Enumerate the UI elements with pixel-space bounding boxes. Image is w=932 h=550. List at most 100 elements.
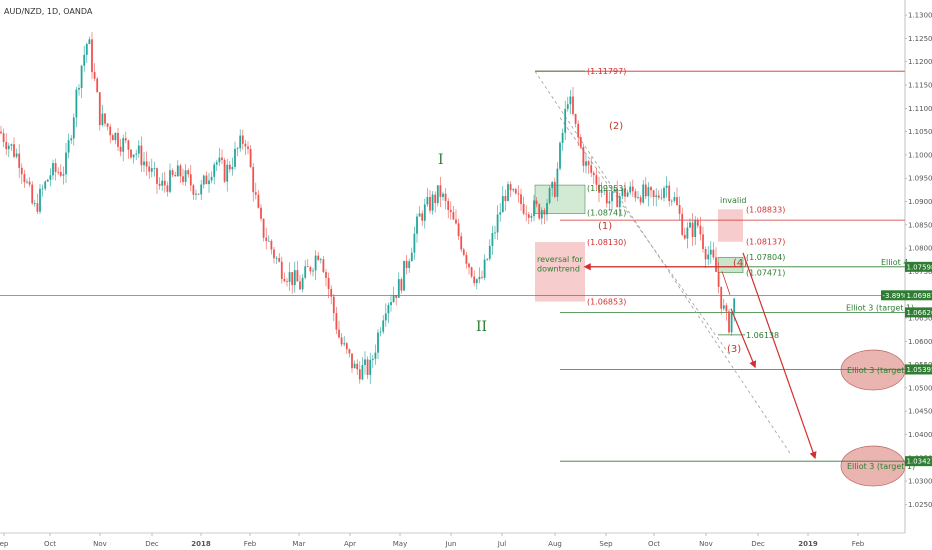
candle-body	[72, 117, 75, 139]
candle-body	[20, 167, 23, 175]
candle-body	[405, 260, 408, 269]
candle-body	[384, 313, 387, 321]
wave1-zone	[534, 184, 586, 214]
x-tick-label: Apr	[344, 540, 356, 548]
candle-body	[689, 222, 691, 228]
y-tick-label: 1.08000	[908, 245, 932, 253]
candle-body	[80, 65, 83, 88]
candle-body	[364, 359, 366, 366]
candle-body	[429, 197, 431, 211]
level-label-wave4-top: (1.07804)	[746, 253, 785, 262]
candle-body	[475, 279, 478, 284]
y-tick-label: 1.06000	[908, 338, 932, 346]
candle-body	[431, 194, 434, 211]
candle-body	[715, 257, 717, 272]
candle-body	[561, 132, 564, 143]
candle-body	[283, 278, 286, 282]
candle-body	[314, 255, 317, 271]
x-tick-label: Sep	[599, 540, 613, 548]
candle-body	[520, 194, 522, 204]
candle-body	[663, 187, 665, 198]
candle-body	[371, 358, 374, 360]
candle-body	[114, 132, 117, 141]
candle-body	[608, 201, 611, 204]
reversal-label: downtrend	[537, 264, 580, 273]
candle-body	[10, 144, 13, 146]
candle-body	[400, 279, 403, 291]
x-tick-label: Feb	[852, 540, 865, 548]
chart-title: AUD/NZD, 1D, OANDA	[4, 7, 93, 16]
candle-body	[351, 353, 353, 369]
candle-body	[111, 135, 114, 141]
y-tick-label: 1.06500	[908, 314, 932, 322]
candle-body	[462, 249, 465, 255]
candle-body	[46, 179, 49, 182]
candle-body	[481, 277, 483, 278]
candle-body	[533, 200, 535, 217]
candle-body	[548, 188, 551, 203]
candle-body	[553, 181, 556, 197]
candle-body	[702, 234, 704, 250]
candle-body	[652, 190, 655, 197]
x-tick-label: Feb	[244, 540, 257, 548]
price-badge-label: 1.06620	[907, 309, 932, 317]
candle-body	[78, 87, 80, 90]
candle-body	[434, 194, 437, 204]
candle-body	[585, 161, 587, 166]
level-label-wave1-top: (1.09353)	[587, 184, 626, 193]
candle-body	[694, 220, 697, 238]
y-tick-label: 1.02500	[908, 501, 932, 509]
candle-body	[140, 145, 143, 166]
candle-body	[374, 352, 377, 359]
candle-body	[717, 271, 720, 287]
candle-body	[704, 249, 707, 260]
candle-body	[304, 266, 307, 278]
candle-body	[522, 203, 525, 214]
candle-body	[426, 197, 429, 205]
candle-body	[574, 113, 577, 124]
candle-body	[366, 359, 369, 375]
candle-body	[278, 258, 281, 262]
candle-body	[169, 170, 171, 192]
candle-body	[379, 331, 382, 333]
candle-body	[293, 270, 296, 286]
candle-body	[231, 166, 234, 170]
x-tick-label: ep	[0, 540, 9, 548]
reversal-label: reversal for	[537, 255, 584, 264]
y-tick-label: 1.12000	[908, 58, 932, 66]
candle-body	[41, 188, 44, 190]
y-tick-label: 1.04500	[908, 408, 932, 416]
candle-body	[501, 196, 504, 213]
candle-body	[202, 175, 205, 185]
candle-body	[195, 193, 197, 195]
candle-body	[631, 186, 634, 192]
candle-body	[5, 142, 8, 150]
candle-body	[696, 220, 699, 226]
y-tick-label: 1.11500	[908, 82, 932, 90]
candle-body	[699, 225, 702, 235]
candle-body	[13, 144, 15, 157]
candle-body	[720, 286, 723, 309]
level-label-high: (1.11797)	[587, 67, 626, 76]
candle-body	[335, 313, 338, 330]
candle-body	[260, 207, 262, 219]
candle-body	[712, 249, 715, 258]
x-tick-label: 2019	[798, 540, 818, 548]
candle-body	[301, 277, 304, 290]
candle-body	[348, 349, 351, 354]
candle-body	[117, 132, 119, 147]
candle-body	[174, 175, 177, 177]
candle-body	[465, 254, 468, 264]
price-badge	[905, 456, 932, 467]
candle-body	[421, 213, 424, 221]
candle-body	[559, 142, 561, 169]
candle-body	[686, 227, 689, 239]
candle-body	[678, 205, 681, 214]
candle-body	[163, 180, 166, 186]
candle-body	[223, 160, 226, 182]
candle-body	[377, 332, 379, 353]
candle-body	[647, 187, 650, 197]
target-ellipse-label: Elliot 3 (target 1)	[847, 366, 915, 375]
price-badge	[905, 307, 932, 318]
